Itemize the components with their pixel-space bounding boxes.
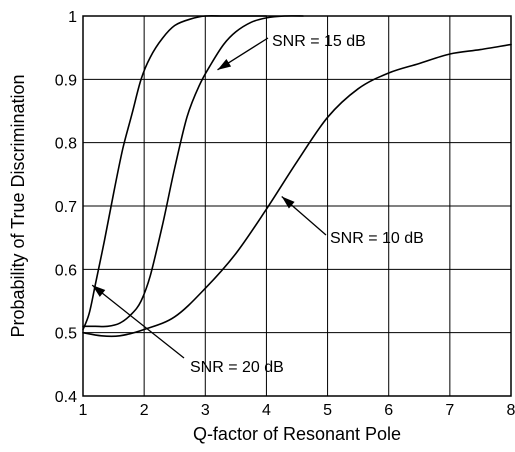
- y-tick-label: 0.6: [55, 262, 77, 279]
- y-tick-label: 0.9: [55, 72, 77, 89]
- y-tick-label: 0.8: [55, 136, 77, 153]
- x-tick-label: 3: [201, 402, 210, 419]
- x-tick-label: 4: [262, 402, 271, 419]
- annotations: SNR = 15 dB SNR = 10 dB SNR = 20 dB: [91, 33, 424, 376]
- annotation-arrowhead: [281, 196, 295, 209]
- y-tick-label: 0.5: [55, 326, 77, 343]
- annotation-label: SNR = 20 dB: [190, 359, 284, 376]
- y-tick-label: 0.7: [55, 199, 77, 216]
- series-line-3: [82, 43, 512, 338]
- y-tick-label: 0.4: [55, 389, 77, 406]
- series-line-2: [82, 15, 304, 328]
- curves: [82, 14, 512, 338]
- x-tick-label: 5: [323, 402, 332, 419]
- x-tick-label: 1: [79, 402, 88, 419]
- annotation-arrowhead: [92, 285, 106, 297]
- x-tick-label: 6: [384, 402, 393, 419]
- annotation-label: SNR = 10 dB: [330, 230, 424, 247]
- y-axis-label: Probability of True Discrimination: [8, 74, 28, 337]
- x-tick-label: 2: [140, 402, 149, 419]
- series-line-1: [82, 14, 268, 331]
- x-axis-label: Q-factor of Resonant Pole: [193, 424, 401, 444]
- y-tick-label: 1: [68, 9, 77, 26]
- annotation-arrowhead: [217, 59, 232, 70]
- tick-labels: 1 2 3 4 5 6 7 8 0.4 0.5 0.6 0.7 0.8 0.9 1: [55, 9, 515, 419]
- annotation-label: SNR = 15 dB: [272, 33, 366, 50]
- grid: [83, 16, 511, 396]
- annotation-arrow-line: [91, 284, 185, 359]
- x-tick-label: 8: [507, 402, 515, 419]
- x-tick-label: 7: [445, 402, 454, 419]
